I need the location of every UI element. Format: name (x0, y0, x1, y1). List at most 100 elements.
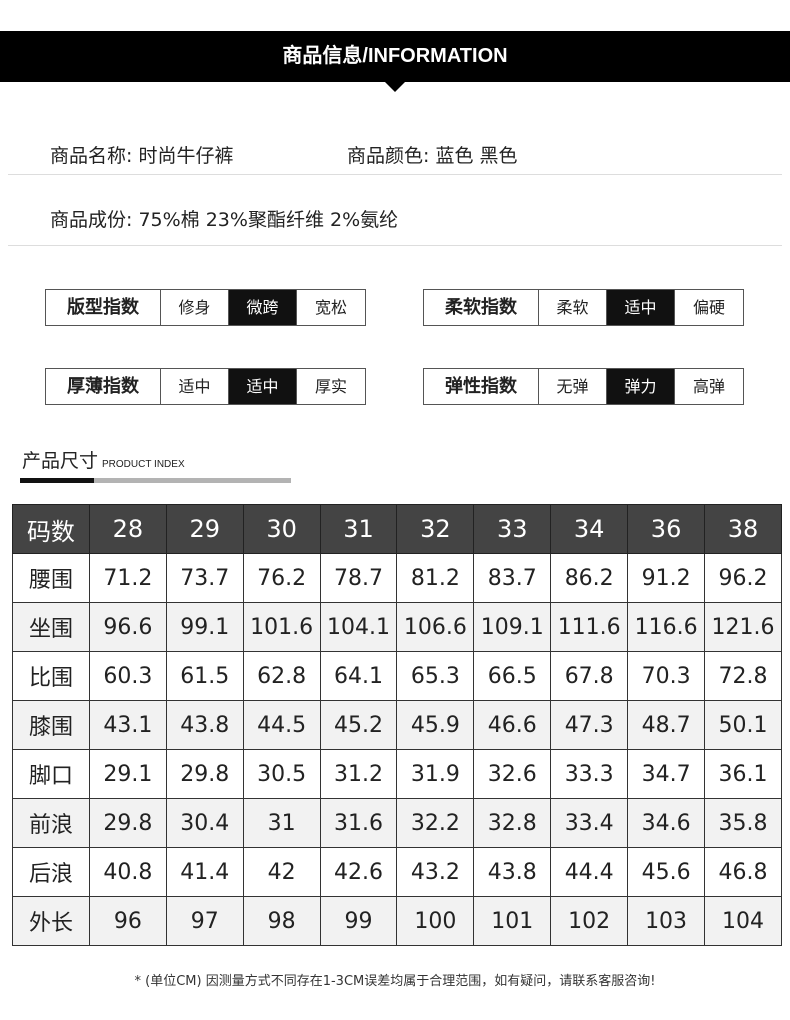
banner-arrow-icon (385, 82, 405, 92)
index-option: 弹力 (607, 369, 675, 404)
divider (8, 174, 782, 175)
table-cell: 96.2 (704, 553, 782, 603)
index-label: 弹性指数 (424, 369, 539, 404)
table-row: 腰围 71.2 73.7 76.2 78.7 81.2 83.7 86.2 91.2 96.2 (12, 553, 782, 603)
table-cell: 33.3 (550, 749, 629, 799)
section-banner: 商品信息/INFORMATION (0, 31, 790, 82)
size-subtitle: PRODUCT INDEX (102, 459, 185, 470)
title-underline-dark (20, 478, 94, 483)
index-option: 厚实 (314, 377, 347, 396)
index-option: 适中 (607, 290, 675, 325)
table-cell: 72.8 (704, 651, 782, 701)
table-cell: 32 (396, 504, 475, 554)
row-label: 前浪 (12, 798, 90, 848)
table-cell: 73.7 (165, 553, 244, 603)
product-name: 商品名称: 时尚牛仔裤 (50, 145, 234, 167)
row-label: 后浪 (12, 847, 90, 897)
table-cell: 111.6 (550, 602, 629, 652)
index-option: 偏硬 (692, 298, 725, 317)
table-cell: 34.6 (627, 798, 706, 848)
table-cell: 43.2 (396, 847, 475, 897)
index-label: 柔软指数 (424, 290, 539, 325)
table-cell: 81.2 (396, 553, 475, 603)
table-row: 前浪 29.8 30.4 31 31.6 32.2 32.8 33.4 34.6 35.8 (12, 798, 782, 848)
table-cell: 28 (88, 504, 167, 554)
row-label: 码数 (12, 504, 90, 554)
index-option: 适中 (161, 369, 229, 404)
index-label: 版型指数 (46, 290, 161, 325)
index-option: 微跨 (229, 290, 297, 325)
table-cell: 33.4 (550, 798, 629, 848)
index-label: 厚薄指数 (46, 369, 161, 404)
table-cell: 46.6 (473, 700, 552, 750)
table-cell: 32.6 (473, 749, 552, 799)
table-cell: 46.8 (704, 847, 782, 897)
index-option: 适中 (229, 369, 297, 404)
table-row: 脚口 29.1 29.8 30.5 31.2 31.9 32.6 33.3 34.7 36.1 (12, 749, 782, 799)
table-cell: 29.8 (165, 749, 244, 799)
table-cell: 86.2 (550, 553, 629, 603)
product-color: 商品颜色: 蓝色 黑色 (347, 145, 518, 167)
table-cell: 61.5 (165, 651, 244, 701)
table-cell: 31.9 (396, 749, 475, 799)
table-cell: 43.8 (473, 847, 552, 897)
table-row: 后浪 40.8 41.4 42 42.6 43.2 43.8 44.4 45.6 46.8 (12, 847, 782, 897)
table-cell: 33 (473, 504, 552, 554)
table-cell: 104 (704, 896, 782, 946)
index-option: 无弹 (539, 369, 607, 404)
table-cell: 121.6 (704, 602, 782, 652)
table-cell: 101 (473, 896, 552, 946)
table-cell: 103 (627, 896, 706, 946)
index-group: 版型指数 修身 微跨 宽松 (45, 289, 366, 326)
table-cell: 44.4 (550, 847, 629, 897)
table-cell: 44.5 (242, 700, 321, 750)
table-cell: 36.1 (704, 749, 782, 799)
table-cell: 64.1 (319, 651, 398, 701)
size-table: 码数 28 29 30 31 32 33 34 36 38 腰围 71.2 73.7 76.2 78.7 81… (12, 504, 782, 946)
table-cell: 96 (88, 896, 167, 946)
title-underline-light (94, 478, 291, 483)
table-cell: 32.8 (473, 798, 552, 848)
table-cell: 34 (550, 504, 629, 554)
table-cell: 31 (242, 798, 321, 848)
row-label: 外长 (12, 896, 90, 946)
table-cell: 42.6 (319, 847, 398, 897)
row-label: 坐围 (12, 602, 90, 652)
table-cell: 41.4 (165, 847, 244, 897)
table-row: 比围 60.3 61.5 62.8 64.1 65.3 66.5 67.8 70.3 72.8 (12, 651, 782, 701)
table-cell: 47.3 (550, 700, 629, 750)
index-option: 宽松 (314, 298, 347, 317)
size-title: 产品尺寸 (22, 450, 99, 472)
table-cell: 34.7 (627, 749, 706, 799)
table-cell: 48.7 (627, 700, 706, 750)
table-cell: 45.9 (396, 700, 475, 750)
table-cell: 109.1 (473, 602, 552, 652)
index-option: 高弹 (692, 377, 725, 396)
table-cell: 116.6 (627, 602, 706, 652)
table-cell: 96.6 (88, 602, 167, 652)
table-cell: 78.7 (319, 553, 398, 603)
table-cell: 100 (396, 896, 475, 946)
table-cell: 101.6 (242, 602, 321, 652)
table-row: 坐围 96.6 99.1 101.6 104.1 106.6 109.1 111.6 116.6… (12, 602, 782, 652)
table-cell: 76.2 (242, 553, 321, 603)
table-cell: 99 (319, 896, 398, 946)
row-label: 腰围 (12, 553, 90, 603)
table-cell: 38 (704, 504, 782, 554)
table-cell: 62.8 (242, 651, 321, 701)
table-cell: 91.2 (627, 553, 706, 603)
table-cell: 31.6 (319, 798, 398, 848)
table-cell: 98 (242, 896, 321, 946)
table-cell: 40.8 (88, 847, 167, 897)
table-cell: 67.8 (550, 651, 629, 701)
table-cell: 30.5 (242, 749, 321, 799)
table-cell: 50.1 (704, 700, 782, 750)
table-cell: 45.6 (627, 847, 706, 897)
table-cell: 99.1 (165, 602, 244, 652)
table-cell: 31.2 (319, 749, 398, 799)
index-option: 柔软 (539, 290, 607, 325)
table-cell: 83.7 (473, 553, 552, 603)
table-cell: 102 (550, 896, 629, 946)
divider (8, 245, 782, 246)
table-cell: 42 (242, 847, 321, 897)
